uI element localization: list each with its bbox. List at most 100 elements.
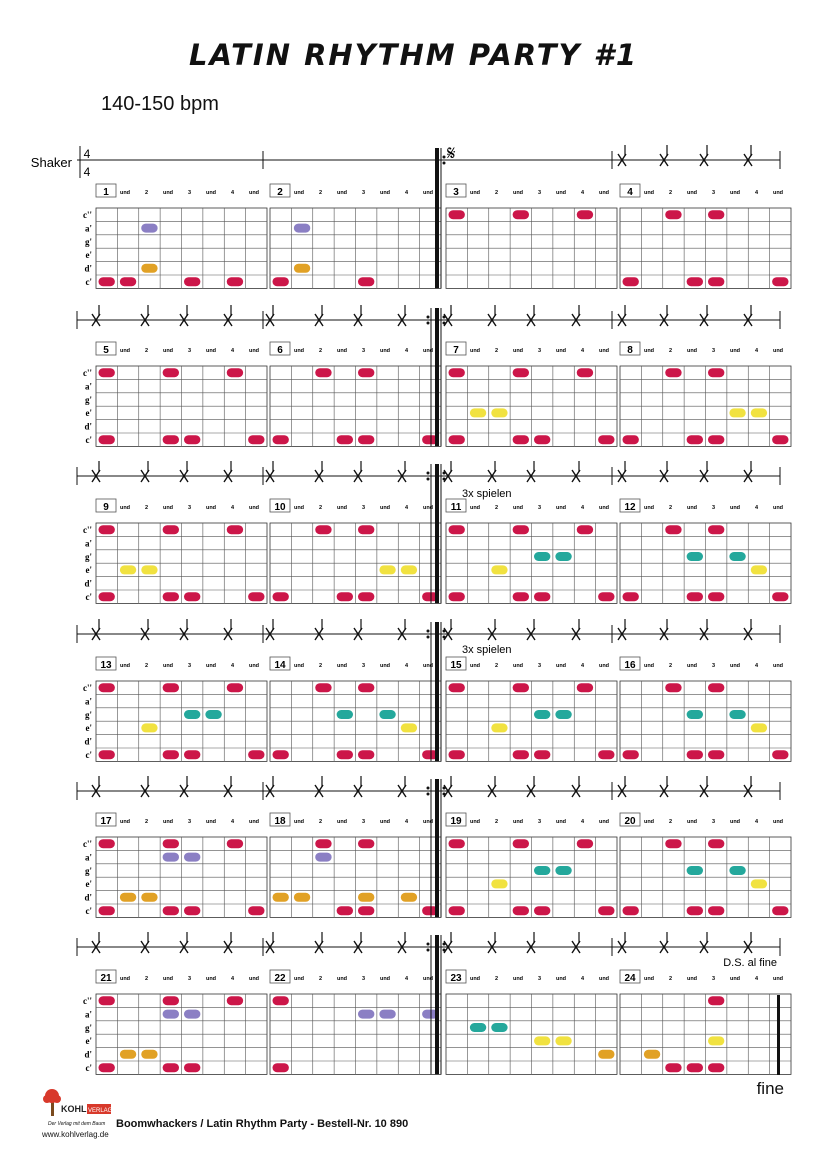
beat-label: und [206,190,216,196]
beat-label: und [513,976,523,982]
repeat-dot [426,635,430,639]
note-c [184,435,201,445]
note-c2 [162,683,179,693]
note-c [622,277,639,287]
note-c2 [448,683,465,693]
beat-label: und [163,190,173,196]
note-c2 [226,683,244,693]
note-c2 [358,839,375,849]
note-c2 [576,683,594,693]
note-row-label: c' [86,750,93,760]
beat-label: und [730,819,740,825]
repeat-barline-thick [435,464,439,604]
note-c [622,592,639,602]
note-c [162,592,179,602]
note-e [750,565,768,575]
time-signature-bottom: 4 [84,165,91,179]
beat-label: 4 [755,819,759,825]
note-row-label: g' [85,1023,92,1033]
note-g [205,710,222,719]
note-a [293,223,311,233]
beat-label: 3 [538,190,541,196]
measure-number: 3 [453,187,459,198]
note-c [622,750,639,760]
note-c2 [512,525,529,535]
note-row-label: c' [86,906,93,916]
measure-number: 18 [274,816,286,827]
beat-label: 2 [319,505,322,511]
beat-label: 4 [231,348,235,354]
beat-label: 2 [145,819,148,825]
beat-label: und [644,505,654,511]
note-c [184,592,201,602]
beat-label: und [294,190,304,196]
note-c [534,750,551,760]
beat-label: und [163,976,173,982]
beat-label: und [249,976,259,982]
beat-label: 3 [538,663,541,669]
note-c2 [358,525,375,535]
note-e [491,565,508,575]
note-row-label: a' [85,696,92,706]
note-e [491,723,508,733]
note-row-label: g' [85,552,92,562]
note-g [555,710,572,719]
note-c [598,906,615,916]
beat-label: 2 [145,505,148,511]
note-g [555,552,572,561]
note-c [534,906,551,916]
beat-label: und [773,819,783,825]
beat-label: und [556,505,566,511]
measure-number-box [619,812,641,827]
beat-label: und [644,819,654,825]
note-c [686,906,703,916]
note-c [184,750,201,760]
measure-number: 8 [627,345,633,356]
beat-label: 3 [712,819,715,825]
note-a [162,1009,179,1019]
note-c [358,592,375,602]
note-d [598,1049,615,1059]
note-c2 [665,525,682,535]
beat-label: 2 [145,190,148,196]
note-row-label: a' [85,223,92,233]
note-c2 [448,525,465,535]
beat-label: 2 [669,663,672,669]
beat-label: und [380,819,390,825]
measure-number-box [445,498,467,513]
note-c [336,592,353,602]
beat-label: und [687,976,697,982]
measure-number-box [619,341,641,356]
repeat-dot [442,786,446,790]
note-c [358,906,375,916]
note-c [272,435,289,445]
beat-label: 3 [188,190,191,196]
note-g [491,1023,508,1032]
note-e [400,723,418,733]
beat-label: und [599,348,609,354]
note-g [686,866,703,875]
measure-number: 16 [624,660,636,671]
measure-number: 1 [103,187,109,198]
note-c [358,750,375,760]
measure-number: 15 [450,660,462,671]
note-d [643,1049,661,1059]
website-link[interactable]: www.kohlverlag.de [42,1130,109,1139]
measure-number: 2 [277,187,283,198]
beat-label: 4 [581,819,585,825]
time-signature-top: 4 [84,147,91,161]
beat-label: und [773,976,783,982]
note-c2 [512,368,529,378]
note-c [448,592,465,602]
beat-label: und [556,663,566,669]
beat-label: 4 [581,663,585,669]
note-a [184,852,201,862]
note-row-label: d' [84,893,92,903]
note-c2 [448,839,465,849]
note-row-label: d' [84,264,92,274]
beat-label: und [687,505,697,511]
note-d [141,1049,158,1059]
beat-label: und [599,663,609,669]
measure-number-box [619,969,641,984]
beat-label: und [556,976,566,982]
